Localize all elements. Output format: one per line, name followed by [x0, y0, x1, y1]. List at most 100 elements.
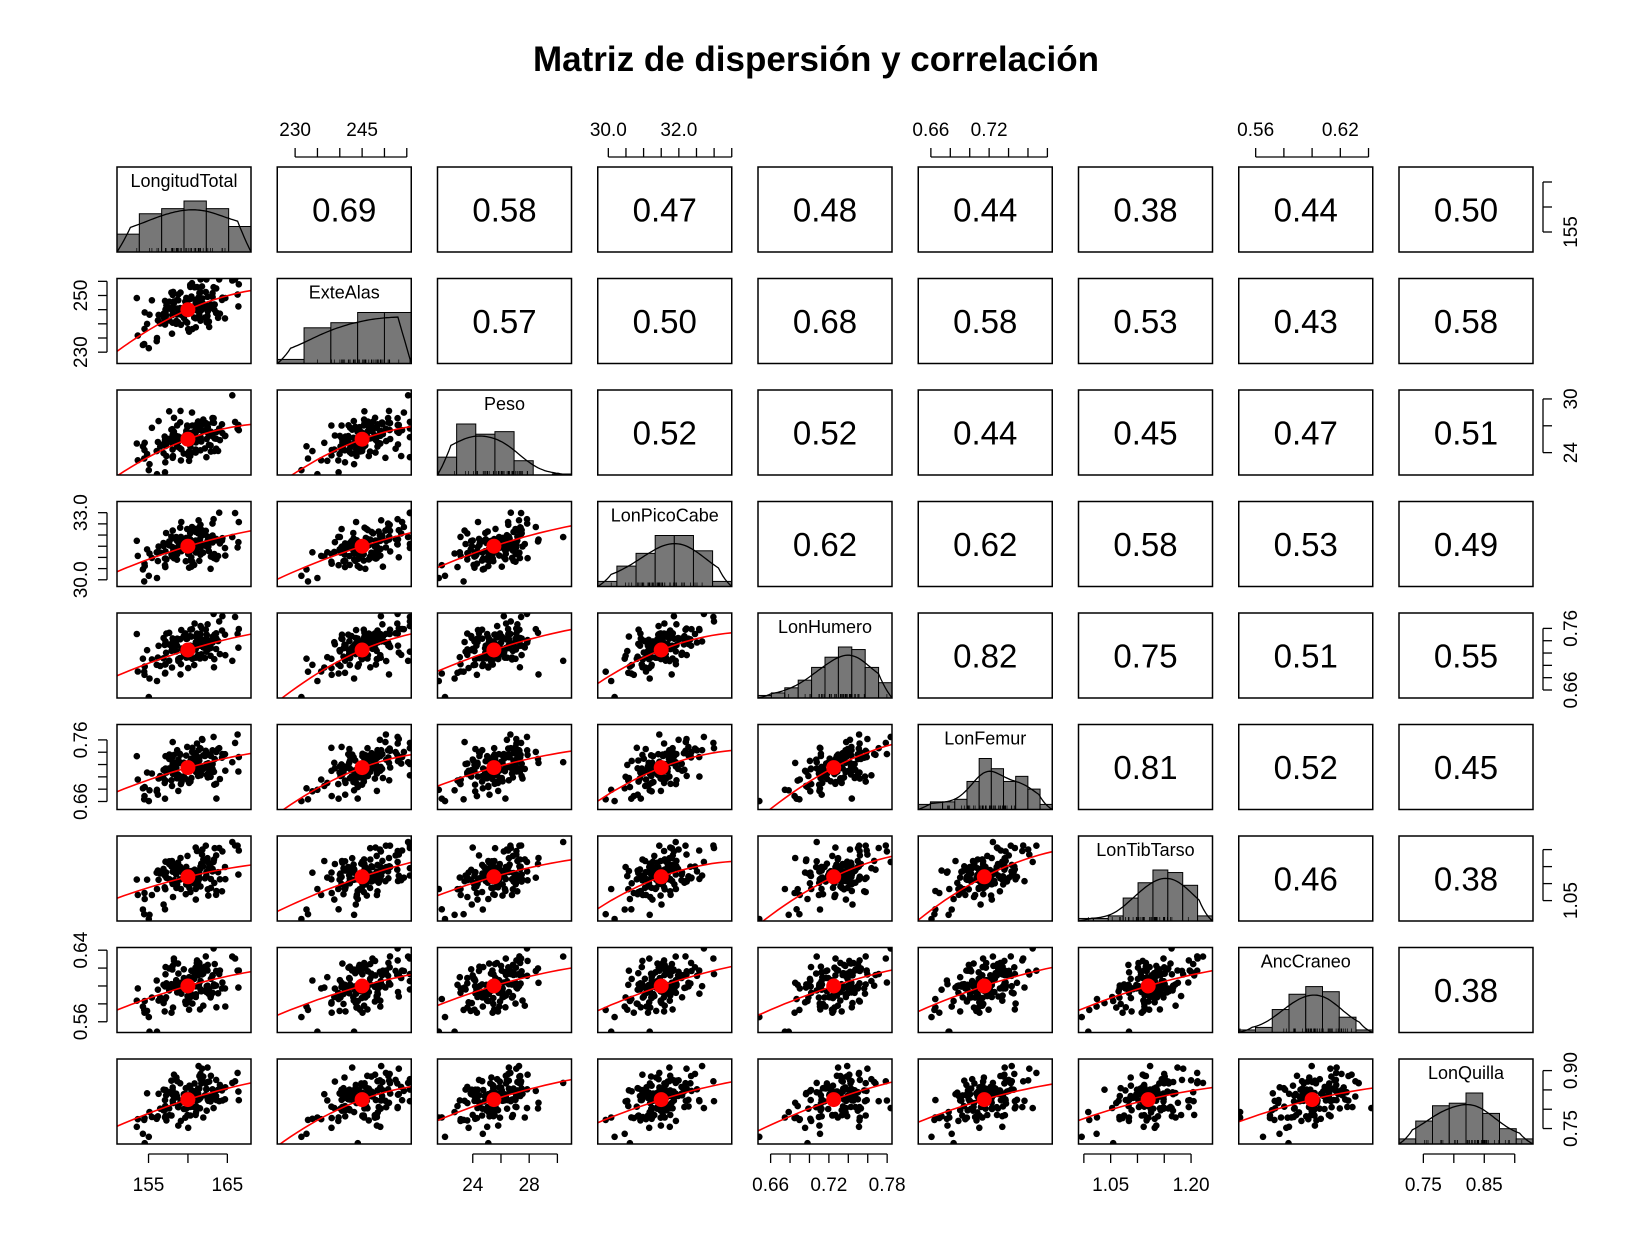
data-point [473, 763, 480, 770]
data-point [964, 865, 971, 873]
mean-point [486, 869, 502, 885]
data-point [221, 544, 229, 552]
panel-5-1 [276, 723, 412, 811]
data-point [646, 1028, 653, 1033]
data-point [636, 986, 644, 993]
smooth-line [280, 633, 412, 698]
data-point [324, 1097, 331, 1104]
histogram-bar [228, 226, 252, 253]
data-point [516, 856, 524, 863]
panel-frame [436, 835, 573, 922]
data-point [624, 872, 631, 880]
data-point [360, 626, 368, 633]
data-point [141, 309, 148, 316]
data-point [710, 970, 718, 978]
panel-frame [436, 500, 573, 588]
data-point [348, 1090, 355, 1098]
data-point [473, 889, 481, 897]
panel-4-0 [116, 612, 252, 699]
data-point [212, 445, 220, 453]
panel-frame [116, 389, 252, 476]
data-point [168, 330, 176, 338]
data-point [952, 857, 959, 865]
data-point [143, 546, 151, 553]
data-point [324, 457, 331, 465]
data-point [816, 906, 824, 913]
data-point [335, 1117, 342, 1125]
data-point [321, 1090, 328, 1098]
data-point [807, 765, 815, 772]
data-point [377, 517, 385, 524]
data-point [683, 1065, 690, 1072]
data-point [626, 997, 634, 1005]
data-point [162, 872, 169, 880]
data-point [861, 875, 869, 883]
data-point [796, 910, 803, 918]
panel-frame [597, 723, 733, 811]
data-point [791, 1009, 798, 1016]
data-point [882, 842, 890, 849]
data-point [168, 289, 175, 296]
data-point [489, 967, 496, 974]
panel-4-7: 0.51 [1238, 612, 1374, 699]
data-point [656, 842, 663, 849]
density-curve [116, 209, 252, 253]
data-point [406, 977, 412, 985]
data-point [832, 844, 839, 851]
data-point [235, 303, 242, 310]
histogram-bar [1167, 872, 1184, 922]
panel-6-5 [917, 835, 1053, 922]
data-point [862, 981, 869, 988]
data-point [191, 1080, 198, 1087]
data-point [791, 889, 798, 897]
data-point [850, 879, 857, 887]
data-point [204, 1064, 211, 1071]
data-point [505, 1070, 512, 1078]
data-point [441, 915, 449, 921]
data-point [382, 731, 390, 738]
data-point [165, 408, 173, 415]
data-point [176, 444, 184, 452]
data-point [485, 1139, 492, 1144]
data-point [376, 1077, 384, 1084]
data-point [336, 450, 343, 458]
correlation-value: 0.38 [1113, 192, 1177, 229]
data-point [675, 846, 682, 853]
mean-point [180, 642, 196, 658]
correlation-value: 0.47 [633, 192, 697, 229]
data-point [168, 782, 176, 790]
data-point [386, 435, 394, 443]
panel-frame [1077, 277, 1214, 365]
data-point [160, 901, 167, 908]
data-point [474, 896, 481, 903]
data-point [366, 975, 374, 983]
data-point [968, 977, 976, 985]
data-point [628, 757, 635, 765]
data-point [668, 877, 676, 885]
panel-frame [276, 835, 412, 922]
data-point [345, 974, 353, 982]
chart-title: Matriz de dispersión y correlación [533, 40, 1099, 79]
data-point [156, 870, 164, 877]
data-point [328, 1103, 335, 1110]
data-point [298, 572, 305, 580]
data-point [508, 656, 516, 663]
data-point [475, 967, 483, 975]
data-point [494, 1122, 502, 1129]
data-point [956, 1008, 964, 1015]
data-point [331, 1078, 339, 1085]
data-point [683, 851, 690, 858]
data-point [977, 901, 984, 908]
data-point [483, 774, 490, 782]
data-point [231, 613, 239, 621]
data-point [309, 1115, 316, 1123]
data-point [559, 953, 567, 960]
panel-5-8: 0.45 [1398, 723, 1534, 811]
panel-3-3: LonPicoCabe [597, 500, 733, 588]
data-point [209, 433, 216, 440]
data-point [195, 1062, 202, 1070]
panel-frame [116, 166, 252, 253]
data-point [698, 638, 706, 645]
data-point [366, 631, 374, 638]
